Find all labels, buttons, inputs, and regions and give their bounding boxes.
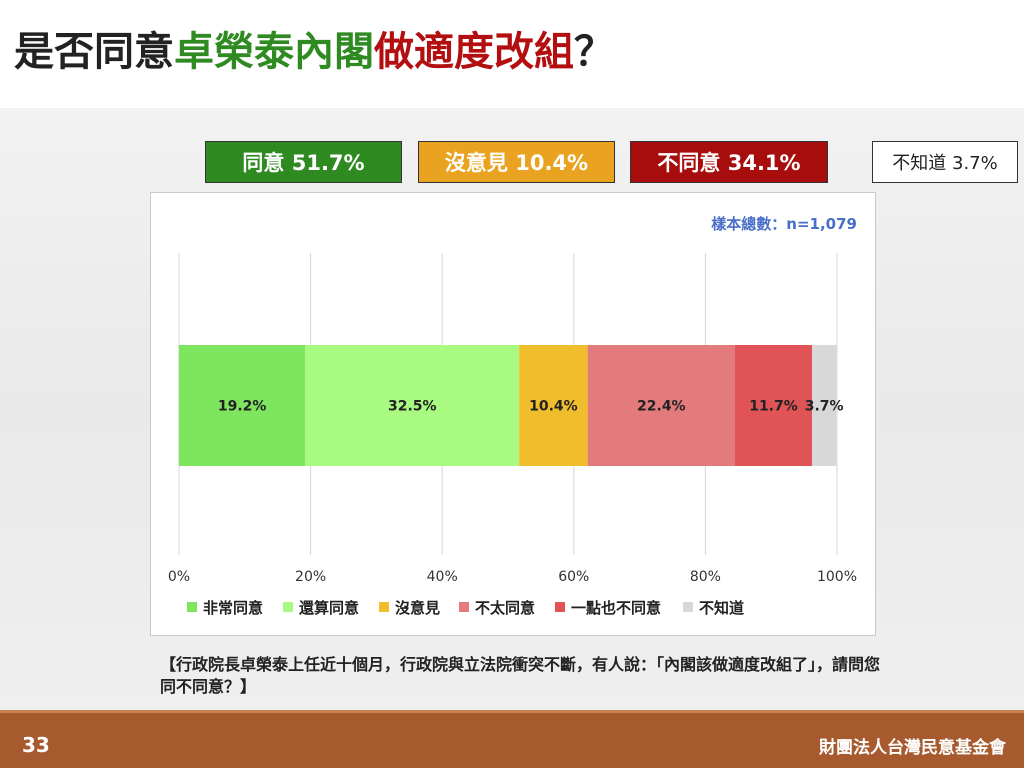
bar-segment-3	[519, 345, 588, 466]
x-tick-label-80: 80%	[690, 569, 721, 585]
data-label-6: 3.7%	[805, 399, 844, 415]
legend-label-4: 不太同意	[475, 599, 535, 617]
legend-swatch-4	[459, 602, 469, 612]
page-title: 是否同意卓榮泰內閣做適度改組？	[14, 26, 614, 78]
sample-size-note: 樣本總數：n=1,079	[711, 215, 857, 233]
summary-dont-know-box: 不知道 3.7%	[872, 141, 1018, 183]
bar-segment-5	[735, 345, 812, 466]
legend-label-6: 不知道	[699, 599, 744, 617]
data-labels: 19.2% 32.5% 10.4% 22.4% 11.7% 3.7%	[218, 399, 844, 415]
bar-segment-1	[179, 345, 306, 466]
legend-label-1: 非常同意	[203, 599, 263, 617]
bar-segment-4	[587, 345, 736, 466]
title-part-2: 卓榮泰內閣	[174, 29, 374, 75]
organization-name: 財團法人台灣民意基金會	[819, 738, 1006, 758]
legend-label-2: 還算同意	[299, 599, 359, 617]
x-tick-label-40: 40%	[427, 569, 458, 585]
legend-swatch-2	[283, 602, 293, 612]
x-tick-label-0: 0%	[168, 569, 190, 585]
title-part-1: 是否同意	[14, 29, 174, 75]
data-label-1: 19.2%	[218, 399, 267, 415]
x-tick-label-20: 20%	[295, 569, 326, 585]
data-label-3: 10.4%	[529, 399, 578, 415]
bar-segment-6	[811, 345, 837, 466]
data-label-5: 11.7%	[749, 399, 798, 415]
legend-label-5: 一點也不同意	[571, 599, 661, 617]
legend-swatch-5	[555, 602, 565, 612]
x-tick-labels: 0% 20% 40% 60% 80% 100%	[168, 569, 857, 585]
legend-swatch-3	[379, 602, 389, 612]
title-part-3: 做適度改組	[374, 29, 574, 75]
x-tick-label-60: 60%	[558, 569, 589, 585]
bar-segments	[179, 345, 837, 466]
page-number: 33	[22, 733, 50, 757]
survey-question: 【行政院長卓榮泰上任近十個月，行政院與立法院衝突不斷，有人說：「內閣該做適度改組…	[160, 655, 881, 696]
x-tick-label-100: 100%	[817, 569, 857, 585]
legend: 非常同意 還算同意 沒意見 不太同意 一點也不同意 不知道	[187, 599, 744, 617]
legend-label-3: 沒意見	[395, 599, 440, 617]
summary-disagree-box: 不同意 34.1%	[630, 141, 828, 183]
chart-panel: 樣本總數：n=1,079 19.2% 32.5% 10.4% 22.4% 11.7% 3.…	[150, 192, 876, 636]
legend-swatch-1	[187, 602, 197, 612]
footer-accent-line	[0, 710, 1024, 713]
footer-bar	[0, 710, 1024, 768]
legend-swatch-6	[683, 602, 693, 612]
summary-no-opinion-box: 沒意見 10.4%	[418, 141, 615, 183]
data-label-2: 32.5%	[388, 399, 437, 415]
data-label-4: 22.4%	[637, 399, 686, 415]
summary-agree-box: 同意 51.7%	[205, 141, 402, 183]
stacked-bar-chart: 19.2% 32.5% 10.4% 22.4% 11.7% 3.7% 0% 20% 40% 60…	[168, 253, 857, 617]
title-part-4: ？	[574, 29, 614, 75]
bar-segment-2	[305, 345, 520, 466]
